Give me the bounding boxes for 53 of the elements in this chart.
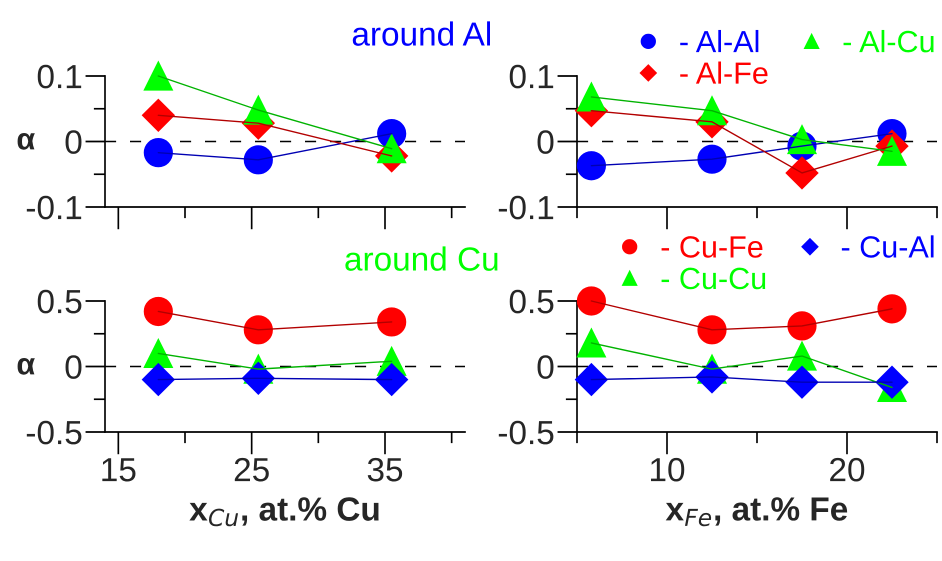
point bbox=[574, 363, 608, 396]
point bbox=[576, 286, 606, 316]
y-tick-label: 0.1 bbox=[510, 64, 554, 88]
legend-label: - Al-Al bbox=[680, 30, 758, 52]
x-tick-label: 15 bbox=[102, 458, 136, 482]
point bbox=[576, 328, 606, 358]
legend-label: - Al-Fe bbox=[680, 61, 768, 84]
point bbox=[576, 151, 606, 180]
y-tick-label: -0.5 bbox=[26, 420, 82, 444]
point bbox=[244, 145, 273, 174]
legend-label: - Cu-Cu bbox=[662, 268, 766, 290]
x-axis-title: x$_{Fe}$, at.% Fe bbox=[666, 497, 848, 526]
point bbox=[697, 315, 727, 344]
y-tick-label: 0.5 bbox=[38, 290, 82, 314]
y-tick-label: 0 bbox=[538, 355, 554, 379]
point bbox=[377, 307, 406, 337]
text: around Cu bbox=[345, 246, 498, 271]
y-tick-label: 0 bbox=[66, 355, 82, 379]
point bbox=[244, 315, 273, 344]
y-tick-label: -0.1 bbox=[498, 196, 554, 220]
y-tick-label: -0.1 bbox=[26, 196, 82, 220]
legend-label: - Cu-Fe bbox=[662, 236, 762, 258]
point bbox=[144, 61, 173, 91]
x-tick-label: 20 bbox=[830, 458, 864, 482]
point bbox=[144, 296, 173, 326]
point bbox=[144, 138, 173, 168]
point bbox=[142, 363, 175, 396]
y-tick-label: 0 bbox=[66, 130, 82, 154]
point bbox=[576, 82, 606, 112]
point bbox=[697, 144, 727, 174]
point bbox=[142, 98, 175, 132]
legend-label: - Cu-Al bbox=[842, 235, 934, 258]
point bbox=[786, 156, 818, 190]
x-tick-label: 10 bbox=[651, 458, 684, 482]
point bbox=[877, 136, 907, 166]
point bbox=[877, 294, 907, 324]
point bbox=[786, 366, 818, 399]
y-tick-label: 0.5 bbox=[510, 290, 554, 314]
x-tick-label: 25 bbox=[234, 458, 269, 482]
x-axis-title: x$_{Cu}$, at.% Cu bbox=[189, 497, 379, 526]
point bbox=[144, 338, 173, 368]
y-axis-title: α bbox=[18, 358, 35, 375]
y-tick-label: -0.5 bbox=[498, 420, 554, 444]
x-tick-label: 35 bbox=[368, 458, 402, 482]
point bbox=[375, 363, 408, 396]
legend-label: - Al-Cu bbox=[844, 30, 934, 52]
text: around Al bbox=[352, 21, 490, 46]
point bbox=[876, 366, 908, 399]
point bbox=[377, 134, 406, 164]
point bbox=[787, 311, 817, 340]
y-tick-label: 0 bbox=[538, 130, 554, 154]
y-tick-label: 0.1 bbox=[38, 64, 82, 88]
y-axis-title: α bbox=[18, 132, 35, 150]
